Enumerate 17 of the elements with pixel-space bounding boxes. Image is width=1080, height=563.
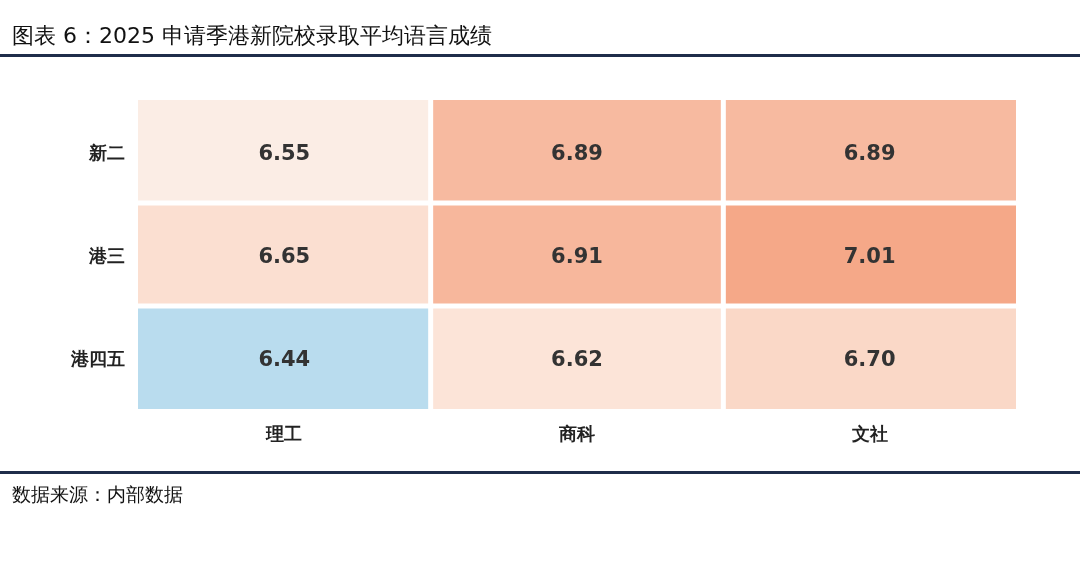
data-label: 6.89 bbox=[843, 140, 896, 165]
data-label: 6.55 bbox=[258, 140, 311, 165]
data-label: 6.89 bbox=[551, 140, 603, 165]
data-label: 6.44 bbox=[258, 346, 311, 371]
data-label: 6.65 bbox=[258, 243, 311, 268]
x-tick-label: 商科 bbox=[558, 423, 595, 444]
y-tick-label: 新二 bbox=[88, 141, 125, 163]
x-tick-label: 文社 bbox=[850, 423, 888, 444]
data-label: 6.62 bbox=[551, 346, 603, 371]
y-tick-label: 港三 bbox=[88, 244, 125, 266]
data-label: 6.70 bbox=[843, 346, 896, 371]
source-note: 数据来源：内部数据 bbox=[12, 483, 183, 505]
data-label: 6.91 bbox=[551, 243, 603, 268]
x-tick-label: 理工 bbox=[265, 423, 303, 444]
y-tick-label: 港四五 bbox=[70, 347, 125, 369]
data-label: 7.01 bbox=[843, 243, 896, 268]
chart-title: 图表 6：2025 申请季港新院校录取平均语言成绩 bbox=[12, 23, 492, 48]
